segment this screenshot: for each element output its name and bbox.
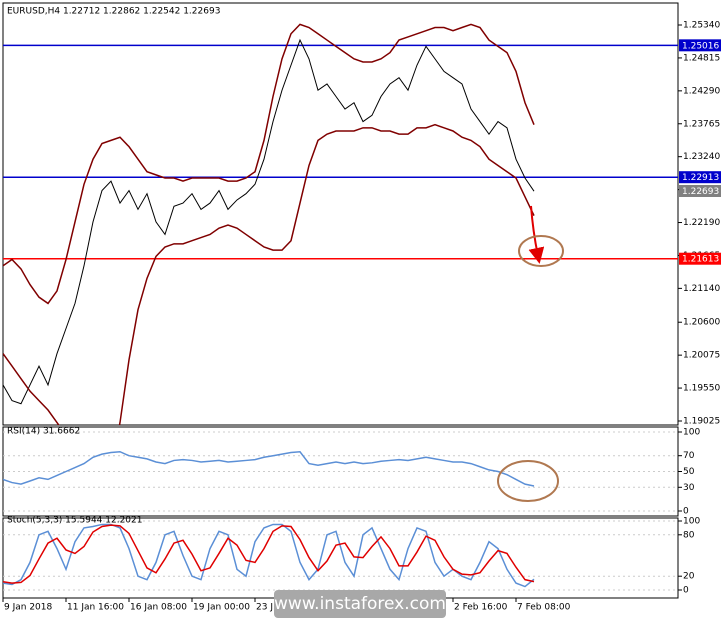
series-line xyxy=(3,523,535,588)
y-tick-label: 30 xyxy=(683,483,695,493)
y-tick-label: 1.23240 xyxy=(683,152,720,162)
arrow xyxy=(528,205,545,264)
y-tick-label: 1.22190 xyxy=(683,218,720,228)
y-tick-label: 80 xyxy=(683,530,695,540)
y-tick-label: 1.24815 xyxy=(683,53,720,63)
plot xyxy=(3,23,678,425)
x-tick-label: 23 J xyxy=(256,603,273,613)
circle xyxy=(518,235,564,267)
circle xyxy=(497,460,559,502)
level-tag xyxy=(679,184,721,197)
y-tick-label: 0 xyxy=(683,507,689,517)
x-tick-label: 16 Jan 08:00 xyxy=(130,603,187,613)
level-label: 1.22693 xyxy=(682,187,719,197)
series-line xyxy=(3,524,535,584)
series-line xyxy=(3,38,535,405)
level-label: 1.22913 xyxy=(682,173,719,183)
y-tick-label: 100 xyxy=(683,428,700,438)
level-tag xyxy=(679,252,721,265)
panel-title: EURUSD,H4 1.22712 1.22862 1.22542 1.2269… xyxy=(7,7,220,17)
y-tick-label: 1.24290 xyxy=(683,86,720,96)
plot xyxy=(3,431,678,512)
y-tick-label: 50 xyxy=(683,467,695,477)
stoch-panel xyxy=(2,517,679,599)
x-tick-label: 11 Jan 16:00 xyxy=(67,603,124,613)
y-tick-label: 70 xyxy=(683,451,695,461)
x-tick-label: 7 Feb 08:00 xyxy=(517,603,571,613)
y-tick-label: 1.19025 xyxy=(683,416,720,426)
level-tag xyxy=(679,39,721,52)
plot xyxy=(3,520,678,591)
y-tick-label: 1.25340 xyxy=(683,21,720,31)
series-line xyxy=(3,450,535,487)
watermark: www.instaforex.com xyxy=(274,594,446,614)
series-line xyxy=(3,23,535,305)
y-tick-label: 1.20600 xyxy=(683,318,720,328)
y-tick-label: 1.21140 xyxy=(683,284,720,294)
panel-title: RSI(14) 31.6662 xyxy=(7,427,80,437)
main-panel xyxy=(2,2,679,426)
x-tick-label: 9 Jan 2018 xyxy=(4,603,52,613)
series-line xyxy=(3,123,535,425)
y-tick-label: 1.20075 xyxy=(683,351,720,361)
x-tick-label: 2 Feb 16:00 xyxy=(454,603,508,613)
y-tick-label: 0 xyxy=(683,586,689,596)
level-label: 1.21613 xyxy=(682,255,719,265)
rsi-panel xyxy=(2,426,679,517)
y-tick-label: 1.23765 xyxy=(683,119,720,129)
y-tick-label: 1.19550 xyxy=(683,384,720,394)
watermark-box xyxy=(274,590,446,618)
y-tick-label: 100 xyxy=(683,517,700,527)
panel-title: Stoch(5,3,3) 15.5944 12.2021 xyxy=(7,516,142,526)
level-label: 1.25016 xyxy=(682,41,719,51)
y-tick-label: 20 xyxy=(683,572,695,582)
level-tag xyxy=(679,171,721,184)
x-tick-label: 19 Jan 00:00 xyxy=(193,603,250,613)
